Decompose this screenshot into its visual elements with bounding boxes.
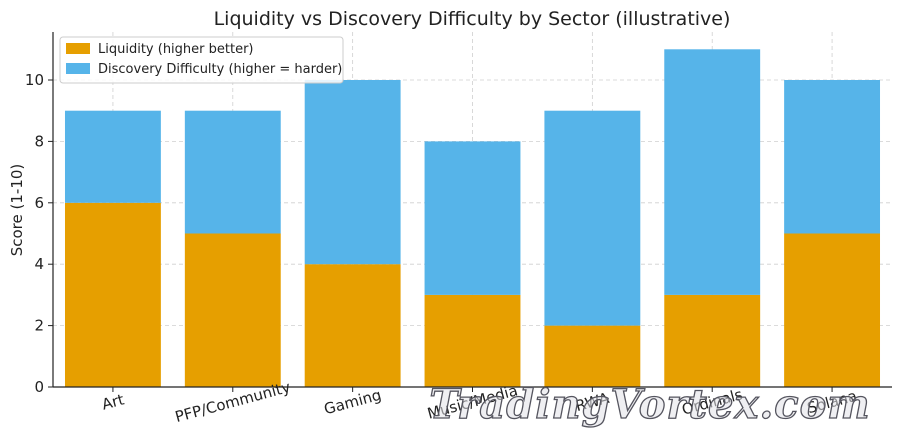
bar-liquidity-3 <box>424 294 521 387</box>
y-tick-label: 0 <box>34 378 44 396</box>
bar-discovery-6 <box>784 80 881 234</box>
y-tick-label: 8 <box>34 132 44 150</box>
bar-discovery-1 <box>184 110 281 234</box>
bar-liquidity-5 <box>664 294 761 387</box>
y-tick-label: 10 <box>25 71 44 89</box>
bar-discovery-3 <box>424 141 521 295</box>
chart-title: Liquidity vs Discovery Difficulty by Sec… <box>214 8 731 30</box>
legend-label: Discovery Difficulty (higher = harder) <box>98 62 342 77</box>
bar-liquidity-2 <box>304 264 401 387</box>
bar-discovery-5 <box>664 49 761 295</box>
y-tick-label: 4 <box>34 255 44 273</box>
bar-liquidity-6 <box>784 233 881 387</box>
bar-liquidity-0 <box>64 202 161 387</box>
bar-liquidity-1 <box>184 233 281 387</box>
y-ticks: 0 2 4 6 8 10 <box>25 71 53 396</box>
legend-swatch <box>66 43 90 54</box>
watermark-text: TradingVortex.com <box>429 381 870 428</box>
legend-label: Liquidity (higher better) <box>98 42 254 57</box>
y-tick-label: 6 <box>34 194 44 212</box>
bar-discovery-0 <box>64 110 161 203</box>
legend-swatch <box>66 63 90 74</box>
bar-liquidity-4 <box>544 325 641 387</box>
legend: Liquidity (higher better) Discovery Diffi… <box>59 36 344 84</box>
y-tick-label: 2 <box>34 317 44 335</box>
legend-box <box>59 36 344 84</box>
bars <box>64 49 881 387</box>
y-axis-label: Score (1-10) <box>8 164 26 257</box>
bar-discovery-2 <box>304 80 401 265</box>
bar-discovery-4 <box>544 110 641 326</box>
x-tick-label: Art <box>100 390 126 413</box>
